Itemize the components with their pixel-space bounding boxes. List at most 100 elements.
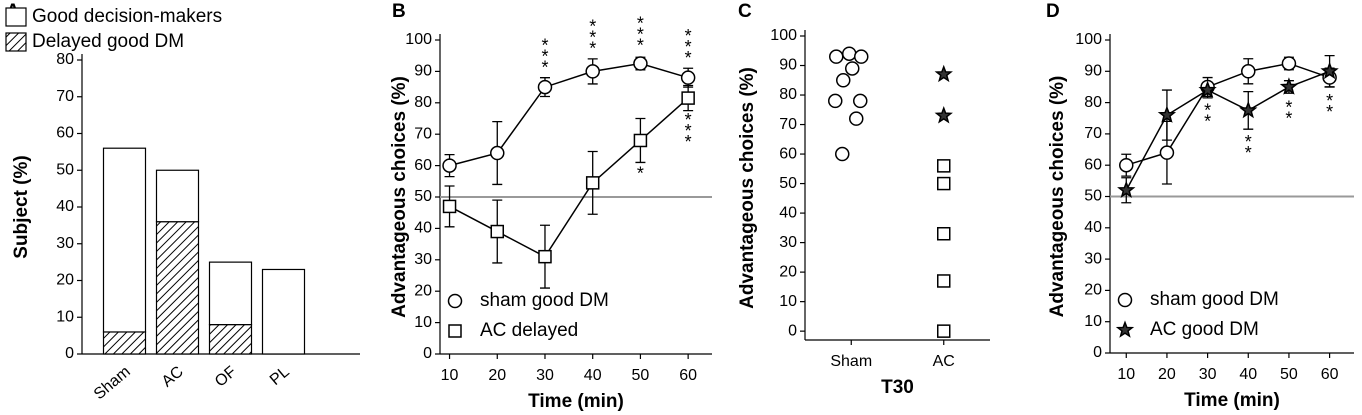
marker-circle <box>1117 292 1133 308</box>
y-tick-label: 90 <box>414 63 432 80</box>
marker-circle <box>1241 64 1256 79</box>
y-tick-label: 30 <box>779 234 797 251</box>
y-tick-label: 90 <box>779 57 797 74</box>
marker-circle <box>853 93 868 109</box>
y-tick-label: 30 <box>1084 250 1102 267</box>
significance-marker: * <box>637 163 644 183</box>
marker-star <box>1239 100 1258 119</box>
legend-label: sham good DM <box>1150 289 1279 310</box>
marker-square <box>937 226 951 241</box>
significance-marker: *** <box>589 16 596 58</box>
y-axis-label: Advantageous choices (%) <box>1047 76 1068 318</box>
marker-square <box>490 224 505 239</box>
series-line <box>449 62 689 167</box>
x-axis-label: Time (min) <box>528 391 624 412</box>
marker-circle <box>835 146 850 162</box>
marker-circle <box>680 70 696 85</box>
y-tick-label: 0 <box>423 345 432 362</box>
marker-star <box>1279 77 1299 95</box>
x-tick-label: 40 <box>1239 366 1257 383</box>
y-tick-label: 80 <box>414 94 432 111</box>
marker-circle <box>836 73 851 88</box>
y-tick-label: 40 <box>414 220 432 237</box>
y-tick-label: 80 <box>1084 94 1102 111</box>
series-line <box>1125 70 1330 191</box>
y-tick-label: 40 <box>1084 219 1102 236</box>
x-tick-label: 10 <box>441 367 459 384</box>
y-tick-label: 10 <box>56 308 74 325</box>
marker-circle <box>585 64 600 79</box>
x-tick-label: 30 <box>1199 366 1217 383</box>
y-tick-label: 30 <box>414 251 432 268</box>
x-tick-label: 40 <box>584 367 602 384</box>
marker-circle <box>537 79 553 95</box>
legend-label: AC good DM <box>1150 319 1259 340</box>
marker-circle <box>447 293 463 309</box>
y-tick-label: 0 <box>788 322 797 339</box>
significance-marker: * * <box>1285 97 1292 128</box>
x-tick-label: Sham <box>830 353 872 370</box>
y-tick-label: 60 <box>56 125 74 142</box>
y-tick-label: 60 <box>779 145 797 162</box>
panel-label: B <box>392 1 406 22</box>
marker-star <box>1198 80 1217 98</box>
marker-square <box>937 176 951 191</box>
x-tick-label: Sham <box>91 363 134 403</box>
legend-label: AC delayed <box>480 320 578 341</box>
significance-marker: *** <box>541 35 548 77</box>
y-axis-label: Advantageous choices (%) <box>389 76 410 318</box>
bar-segment <box>208 261 253 326</box>
marker-circle <box>828 93 843 109</box>
marker-star <box>1117 180 1136 199</box>
x-axis-label: T30 <box>881 377 914 398</box>
bar-segment <box>102 331 147 355</box>
y-tick-label: 40 <box>56 198 74 215</box>
y-tick-label: 70 <box>1084 125 1102 142</box>
marker-star <box>1115 320 1135 338</box>
marker-square <box>633 133 648 148</box>
marker-square <box>442 199 457 214</box>
marker-circle <box>845 61 860 76</box>
marker-circle <box>1281 56 1297 71</box>
bar-segment <box>261 268 306 355</box>
x-tick-label: 20 <box>1158 366 1176 383</box>
significance-marker: * * <box>1245 132 1252 163</box>
marker-square <box>937 274 951 288</box>
y-tick-label: 70 <box>779 116 797 133</box>
marker-circle <box>842 46 857 61</box>
y-tick-label: 60 <box>414 157 432 174</box>
y-tick-label: 80 <box>56 51 74 68</box>
x-tick-label: AC <box>159 363 187 390</box>
y-tick-label: 20 <box>779 263 797 280</box>
marker-star <box>934 106 953 124</box>
marker-star <box>1157 105 1177 123</box>
bar-segment <box>102 147 147 333</box>
marker-circle <box>442 158 457 173</box>
y-tick-label: 0 <box>1093 344 1102 361</box>
legend-swatch <box>5 7 27 27</box>
y-tick-label: 30 <box>56 235 74 252</box>
marker-square <box>681 91 695 105</box>
marker-circle <box>829 49 844 64</box>
marker-square <box>448 324 462 338</box>
y-tick-label: 50 <box>1084 188 1102 205</box>
legend-label: Good decision-makers <box>32 6 222 27</box>
marker-star <box>1320 61 1339 80</box>
marker-square <box>937 159 951 173</box>
y-tick-label: 100 <box>770 27 797 44</box>
y-tick-label: 100 <box>1075 31 1102 48</box>
x-tick-label: OF <box>212 363 240 390</box>
x-tick-label: 30 <box>536 367 554 384</box>
marker-circle <box>849 111 864 126</box>
y-axis-label: Advantageous choices (%) <box>737 67 758 309</box>
x-tick-label: 10 <box>1117 366 1135 383</box>
x-tick-label: 50 <box>632 367 650 384</box>
y-tick-label: 50 <box>56 161 74 178</box>
y-tick-label: 70 <box>56 88 74 105</box>
marker-star <box>934 64 953 83</box>
legend-label: Delayed good DM <box>32 31 184 52</box>
y-tick-label: 10 <box>779 293 797 310</box>
marker-square <box>937 324 951 338</box>
bar-segment <box>208 324 253 355</box>
legend-label: sham good DM <box>480 290 609 311</box>
